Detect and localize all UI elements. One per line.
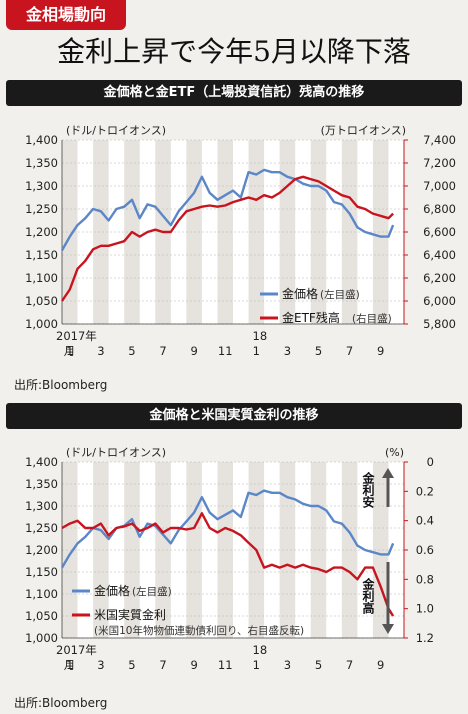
right-tick-label: 5,800: [423, 317, 456, 331]
x-tick-label: 7: [346, 344, 353, 358]
month-band: [217, 140, 233, 324]
left-tick-label: 1,050: [25, 294, 58, 308]
left-tick-label: 1,250: [25, 521, 58, 535]
month-band: [93, 462, 109, 638]
right-tick-label: 0.4: [416, 514, 434, 528]
page-title: 金利上昇で今年5月以降下落: [57, 35, 411, 68]
left-tick-label: 1,250: [25, 202, 58, 216]
legend-label: 金価格: [94, 583, 130, 598]
right-tick-label: 1.0: [416, 602, 434, 616]
x-tick-label: 1: [66, 658, 73, 672]
chart1-title: 金価格と金ETF（上場投資信託）残高の推移: [6, 80, 462, 106]
x-tick-label: 3: [97, 344, 104, 358]
legend-label: 金ETF残高: [282, 310, 340, 325]
legend-note: (左目盛): [320, 288, 360, 301]
x-tick-label: 7: [346, 658, 353, 672]
section-tag: 金相場動向: [6, 0, 126, 30]
legend-label: 金価格: [282, 286, 318, 301]
right-tick-label: 7,200: [423, 156, 456, 170]
month-band: [341, 140, 358, 324]
x-month-suffix: 月: [64, 658, 76, 672]
right-tick-label: 7,400: [423, 133, 456, 147]
chart2-title: 金価格と米国実質金利の推移: [6, 403, 462, 429]
x-tick-label: 3: [97, 658, 104, 672]
right-tick-label: 6,200: [423, 271, 456, 285]
left-tick-label: 1,400: [25, 133, 58, 147]
x-tick-label: 1: [253, 658, 260, 672]
x-tick-label: 5: [128, 344, 135, 358]
x-year-label: 18: [253, 643, 268, 657]
real-rate-line: [61, 512, 395, 617]
left-tick-label: 1,100: [25, 271, 58, 285]
left-tick-label: 1,150: [25, 248, 58, 262]
right-tick-label: 0.8: [416, 572, 434, 586]
chart2-source: 出所:Bloomberg: [14, 696, 108, 710]
right-axis-unit: (万トロイオンス): [321, 124, 406, 137]
x-tick-label: 1: [253, 344, 260, 358]
x-tick-label: 7: [159, 658, 166, 672]
left-tick-label: 1,050: [25, 609, 58, 623]
left-axis-unit: (ドル/トロイオンス): [66, 446, 166, 459]
left-tick-label: 1,000: [25, 631, 58, 645]
down-arrow-icon: [382, 624, 394, 634]
right-tick-label: 6,600: [423, 225, 456, 239]
left-tick-label: 1,350: [25, 156, 58, 170]
x-tick-label: 11: [218, 658, 233, 672]
right-tick-label: 6,400: [423, 248, 456, 262]
right-tick-label: 0.6: [416, 543, 434, 557]
right-tick-label: 0.2: [416, 484, 434, 498]
x-tick-label: 5: [128, 658, 135, 672]
x-tick-label: 3: [284, 344, 291, 358]
rate-low-annotation: 金利安: [361, 471, 375, 509]
x-tick-label: 7: [159, 344, 166, 358]
month-band: [372, 140, 389, 324]
right-tick-label: 6,800: [423, 202, 456, 216]
etf-balance-line: [61, 175, 394, 302]
right-tick-label: 6,000: [423, 294, 456, 308]
month-band: [93, 140, 109, 324]
month-band: [248, 140, 265, 324]
month-band: [217, 462, 233, 638]
x-tick-label: 9: [377, 344, 384, 358]
chart2-svg: 1,400 1,350 1,300 1,250 1,200 1,150 1,100 1,050…: [25, 446, 434, 672]
x-tick-label: 5: [315, 658, 322, 672]
x-year-label: 18: [253, 329, 268, 343]
month-band: [62, 462, 78, 638]
x-tick-label: 5: [315, 344, 322, 358]
chart1-source: 出所:Bloomberg: [14, 378, 108, 392]
x-tick-label: 1: [66, 344, 73, 358]
x-tick-label: 11: [218, 344, 233, 358]
legend-note: (右目盛): [352, 312, 392, 325]
month-band: [341, 462, 358, 638]
legend-label: 米国実質金利: [94, 607, 166, 622]
left-tick-label: 1,200: [25, 543, 58, 557]
left-tick-label: 1,150: [25, 565, 58, 579]
legend-note: (米国10年物物価連動債利回り、右目盛反転): [94, 624, 304, 637]
left-tick-label: 1,100: [25, 587, 58, 601]
up-arrow-icon: [382, 468, 394, 478]
left-axis-unit: (ドル/トロイオンス): [66, 124, 166, 137]
left-tick-label: 1,400: [25, 455, 58, 469]
right-tick-label: 0: [427, 455, 434, 469]
left-tick-label: 1,300: [25, 179, 58, 193]
left-tick-label: 1,200: [25, 225, 58, 239]
x-tick-label: 9: [190, 344, 197, 358]
legend-note: (左目盛): [132, 585, 172, 598]
gold-price-line: [60, 168, 395, 251]
x-year-label: 2017年: [56, 329, 97, 343]
x-tick-label: 9: [377, 658, 384, 672]
left-tick-label: 1,350: [25, 477, 58, 491]
chart1-svg: 1,400 1,350 1,300 1,250 1,200 1,150 1,100 1,050…: [25, 124, 456, 358]
right-tick-label: 7,000: [423, 179, 456, 193]
x-year-label: 2017年: [56, 643, 97, 657]
x-month-suffix: 月: [64, 344, 76, 358]
left-tick-label: 1,000: [25, 317, 58, 331]
right-axis-unit: (%): [385, 446, 404, 459]
month-band: [372, 462, 389, 638]
x-tick-label: 9: [190, 658, 197, 672]
right-tick-label: 1.2: [416, 631, 434, 645]
rate-high-annotation: 金利高: [361, 577, 375, 615]
left-tick-label: 1,300: [25, 499, 58, 513]
x-tick-label: 3: [284, 658, 291, 672]
